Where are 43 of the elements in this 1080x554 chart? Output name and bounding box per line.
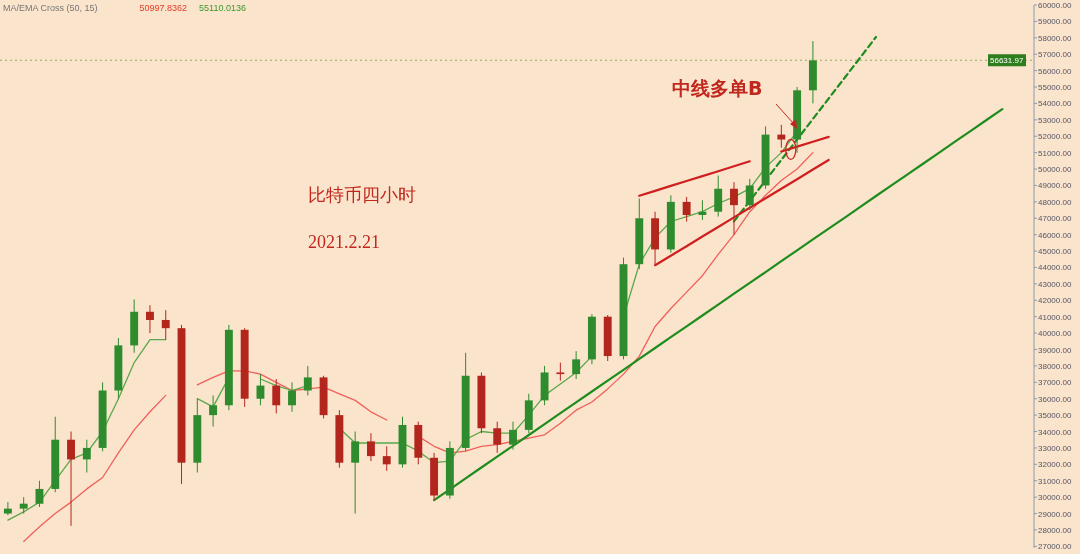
y-tick-label: 53000.00: [1038, 115, 1072, 125]
y-tick-label: 46000.00: [1038, 230, 1072, 240]
y-tick-label: 27000.00: [1038, 542, 1072, 552]
y-tick-label: 58000.00: [1038, 33, 1072, 43]
y-tick-label: 34000.00: [1038, 427, 1072, 437]
y-tick-label: 50000.00: [1038, 165, 1072, 175]
line-series: [654, 158, 830, 267]
y-tick-label: 33000.00: [1038, 443, 1072, 453]
y-tick-label: 60000.00: [1038, 1, 1072, 10]
y-tick-label: 30000.00: [1038, 493, 1072, 503]
y-tick-label: 51000.00: [1038, 148, 1072, 158]
y-tick-label: 39000.00: [1038, 345, 1072, 355]
y-tick-label: 31000.00: [1038, 476, 1072, 486]
y-tick-label: 44000.00: [1038, 263, 1072, 273]
annotation: 中线多单B: [672, 77, 763, 99]
y-tick-label: 47000.00: [1038, 214, 1072, 224]
y-tick-label: 57000.00: [1038, 50, 1072, 60]
y-tick-label: 38000.00: [1038, 361, 1072, 371]
y-tick-label: 29000.00: [1038, 509, 1072, 519]
y-tick-label: 28000.00: [1038, 525, 1072, 535]
y-tick-label: 55000.00: [1038, 83, 1072, 93]
y-tick-label: 49000.00: [1038, 181, 1072, 191]
y-tick-label: 56000.00: [1038, 66, 1072, 76]
y-tick-label: 54000.00: [1038, 99, 1072, 109]
ref-line-label: 56631.97: [990, 56, 1024, 66]
y-tick-label: 40000.00: [1038, 329, 1072, 339]
y-tick-label: 32000.00: [1038, 460, 1072, 470]
text: 比特币四小时: [308, 185, 416, 205]
annotation: 55110.0136: [199, 3, 246, 13]
annotation: 50997.8362: [139, 3, 188, 13]
y-tick-label: 36000.00: [1038, 394, 1072, 404]
y-tick-label: 59000.00: [1038, 17, 1072, 27]
y-tick-label: 43000.00: [1038, 279, 1072, 289]
y-tick-label: 41000.00: [1038, 312, 1072, 322]
y-tick-label: 48000.00: [1038, 197, 1072, 207]
y-tick-label: 35000.00: [1038, 411, 1072, 421]
text: 2021.2.21: [308, 232, 380, 252]
y-tick-label: 37000.00: [1038, 378, 1072, 388]
y-tick-label: 52000.00: [1038, 132, 1072, 142]
annotation: MA/EMA Cross (50, 15): [3, 3, 98, 13]
y-tick-label: 42000.00: [1038, 296, 1072, 306]
line-series: [433, 108, 1004, 502]
y-tick-label: 45000.00: [1038, 247, 1072, 257]
